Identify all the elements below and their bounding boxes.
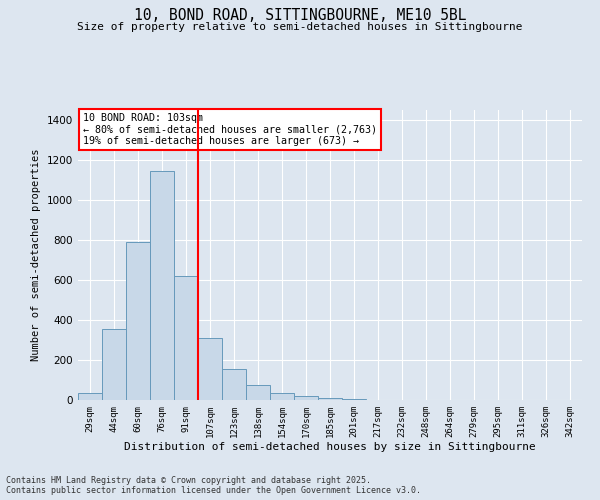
Bar [246,385,270,400]
Text: 10 BOND ROAD: 103sqm
← 80% of semi-detached houses are smaller (2,763)
19% of se: 10 BOND ROAD: 103sqm ← 80% of semi-detac… [83,113,377,146]
Bar [198,338,222,400]
Bar [150,171,174,400]
Bar [102,329,126,400]
Bar [294,396,318,400]
Bar [174,276,198,400]
Bar [78,393,102,400]
Bar [270,393,294,400]
Bar [222,369,246,400]
Text: 10, BOND ROAD, SITTINGBOURNE, ME10 5BL: 10, BOND ROAD, SITTINGBOURNE, ME10 5BL [134,8,466,22]
Y-axis label: Number of semi-detached properties: Number of semi-detached properties [31,149,41,361]
Text: Size of property relative to semi-detached houses in Sittingbourne: Size of property relative to semi-detach… [77,22,523,32]
Text: Distribution of semi-detached houses by size in Sittingbourne: Distribution of semi-detached houses by … [124,442,536,452]
Text: Contains HM Land Registry data © Crown copyright and database right 2025.
Contai: Contains HM Land Registry data © Crown c… [6,476,421,495]
Bar [318,398,342,400]
Bar [126,242,150,400]
